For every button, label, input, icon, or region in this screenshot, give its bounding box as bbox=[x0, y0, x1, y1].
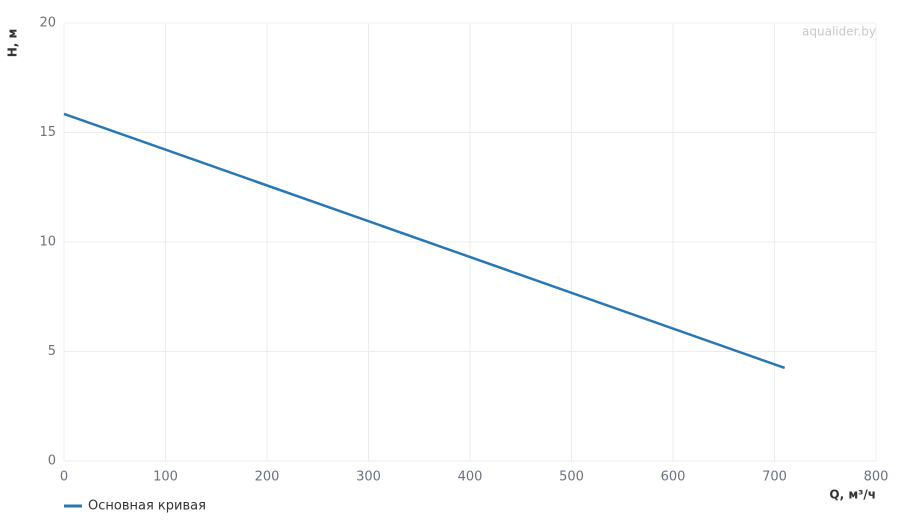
x-tick-label: 500 bbox=[559, 470, 584, 485]
y-tick-label: 0 bbox=[48, 454, 56, 469]
y-axis-title: H, м bbox=[6, 29, 20, 58]
x-tick-label: 100 bbox=[153, 470, 178, 485]
x-tick-label: 600 bbox=[661, 470, 686, 485]
y-tick-label: 5 bbox=[48, 344, 56, 359]
x-tick-label: 300 bbox=[356, 470, 381, 485]
x-tick-label: 700 bbox=[762, 470, 787, 485]
x-tick-label: 400 bbox=[458, 470, 483, 485]
y-tick-label: 20 bbox=[39, 16, 56, 31]
x-axis-title: Q, м³/ч bbox=[829, 488, 876, 502]
y-tick-label: 15 bbox=[39, 125, 56, 140]
x-tick-label: 200 bbox=[255, 470, 280, 485]
series-line bbox=[63, 112, 786, 370]
watermark: aqualider.by bbox=[802, 25, 876, 39]
x-tick-label: 800 bbox=[864, 470, 889, 485]
legend-label: Основная кривая bbox=[88, 499, 206, 514]
x-tick-label: 0 bbox=[60, 470, 68, 485]
y-tick-label: 10 bbox=[39, 235, 56, 250]
